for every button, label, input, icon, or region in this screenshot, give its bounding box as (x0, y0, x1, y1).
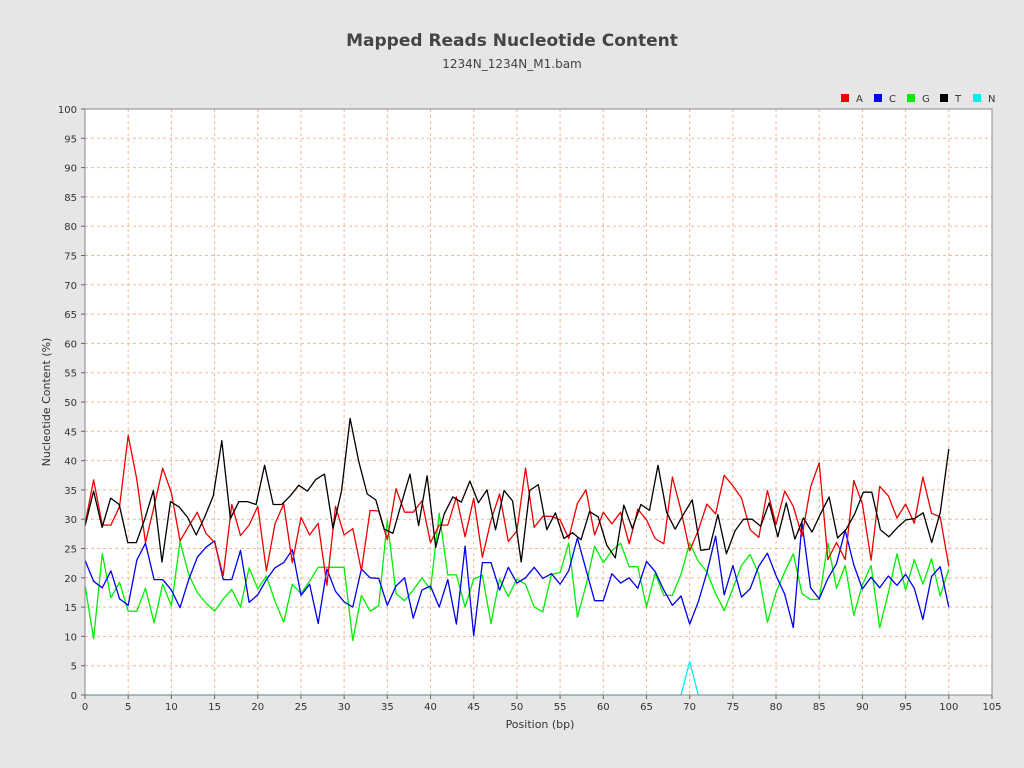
legend-swatch-c (874, 94, 882, 102)
y-tick-label: 85 (64, 193, 77, 204)
x-tick-label: 105 (982, 702, 1001, 713)
legend-swatch-g (907, 94, 915, 102)
y-tick-label: 10 (64, 632, 77, 643)
y-tick-label: 5 (71, 662, 77, 673)
x-tick-label: 30 (338, 702, 351, 713)
x-tick-label: 15 (208, 702, 221, 713)
y-axis: 0 5 10 15 20 25 30 35 40 45 50 55 60 65 70 75 80 85 90 95 10… (58, 105, 85, 702)
legend-label-a: A (856, 94, 863, 105)
y-axis-label: Nucleotide Content (%) (40, 338, 53, 467)
y-tick-label: 75 (64, 252, 77, 263)
series-line-t (84, 417, 950, 563)
chart-title: Mapped Reads Nucleotide Content (346, 31, 678, 51)
y-tick-label: 95 (64, 134, 77, 145)
legend-label-c: C (889, 94, 896, 105)
y-tick-label: 100 (58, 105, 77, 116)
legend-swatch-t (940, 94, 948, 102)
y-tick-label: 60 (64, 339, 77, 350)
y-tick-label: 50 (64, 398, 77, 409)
legend-label-t: T (954, 94, 962, 105)
y-tick-label: 65 (64, 310, 77, 321)
chart-subtitle: 1234N_1234N_M1.bam (442, 57, 582, 71)
y-tick-label: 20 (64, 574, 77, 585)
x-axis: 0 5 10 15 20 25 30 35 40 45 50 55 60 65 70 75 80 85 90 95 10… (82, 695, 1002, 713)
y-tick-label: 25 (64, 545, 77, 556)
y-tick-label: 55 (64, 369, 77, 380)
x-tick-label: 100 (939, 702, 958, 713)
x-axis-label: Position (bp) (506, 718, 575, 731)
x-tick-label: 25 (295, 702, 308, 713)
x-tick-label: 90 (856, 702, 869, 713)
x-tick-label: 50 (511, 702, 524, 713)
legend-label-g: G (922, 94, 930, 105)
legend-swatch-a (841, 94, 849, 102)
y-tick-label: 0 (71, 691, 77, 702)
y-tick-label: 15 (64, 603, 77, 614)
x-tick-label: 40 (424, 702, 437, 713)
x-tick-label: 5 (125, 702, 131, 713)
x-tick-label: 65 (640, 702, 653, 713)
x-tick-label: 55 (554, 702, 567, 713)
x-tick-label: 85 (813, 702, 826, 713)
y-tick-label: 70 (64, 281, 77, 292)
series-line-c (84, 522, 950, 637)
x-tick-label: 0 (82, 702, 88, 713)
x-tick-label: 60 (597, 702, 610, 713)
x-tick-label: 95 (899, 702, 912, 713)
y-tick-label: 40 (64, 457, 77, 468)
x-tick-label: 35 (381, 702, 394, 713)
y-tick-label: 90 (64, 164, 77, 175)
x-tick-label: 75 (726, 702, 739, 713)
x-tick-label: 20 (251, 702, 264, 713)
x-tick-label: 80 (770, 702, 783, 713)
y-tick-label: 45 (64, 427, 77, 438)
y-tick-label: 35 (64, 486, 77, 497)
x-tick-label: 45 (467, 702, 480, 713)
y-tick-label: 30 (64, 515, 77, 526)
x-tick-label: 10 (165, 702, 178, 713)
legend-label-n: N (988, 94, 995, 105)
legend-swatch-n (973, 94, 981, 102)
y-tick-label: 80 (64, 222, 77, 233)
series-line-g (84, 512, 950, 642)
x-tick-label: 70 (683, 702, 696, 713)
